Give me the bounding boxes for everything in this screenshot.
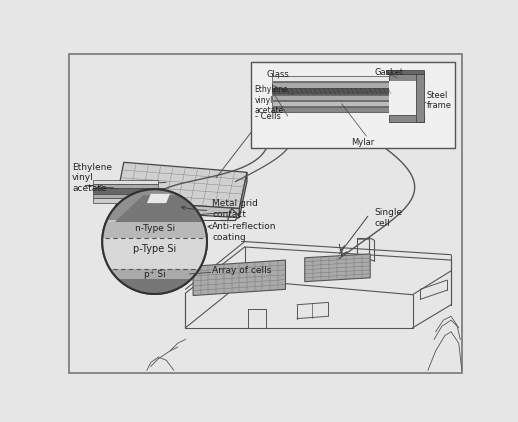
Text: Single
cell: Single cell xyxy=(374,208,402,228)
Bar xyxy=(272,82,390,88)
Bar xyxy=(93,180,159,184)
Bar xyxy=(272,76,390,81)
Bar xyxy=(390,73,424,81)
Bar xyxy=(93,184,159,188)
Polygon shape xyxy=(102,195,207,234)
Text: Ethylene
vinyl
acetate: Ethylene vinyl acetate xyxy=(255,85,289,115)
Polygon shape xyxy=(305,254,370,281)
Bar xyxy=(93,198,159,203)
Text: Mylar: Mylar xyxy=(351,138,374,147)
Polygon shape xyxy=(116,201,239,218)
Bar xyxy=(102,268,207,294)
Bar xyxy=(385,70,424,74)
Text: Metal grid
contact: Metal grid contact xyxy=(181,199,258,219)
Bar xyxy=(416,73,424,122)
Text: Anti-reflection
coating: Anti-reflection coating xyxy=(208,222,277,242)
Text: p-Type Si: p-Type Si xyxy=(133,243,176,254)
Bar xyxy=(272,101,390,106)
Bar xyxy=(251,62,455,149)
Polygon shape xyxy=(102,189,207,242)
Text: n-Type Si: n-Type Si xyxy=(135,224,175,233)
Text: Array of cells: Array of cells xyxy=(212,266,272,276)
Text: p⁺ Si: p⁺ Si xyxy=(143,270,165,279)
Polygon shape xyxy=(147,194,170,203)
Polygon shape xyxy=(193,260,285,295)
Text: - Cells: - Cells xyxy=(255,112,281,121)
Bar xyxy=(93,194,159,198)
Bar xyxy=(272,95,390,100)
Bar xyxy=(102,279,207,294)
Polygon shape xyxy=(239,172,247,218)
Text: Gasket: Gasket xyxy=(375,68,404,77)
Circle shape xyxy=(102,189,207,294)
Bar xyxy=(102,222,207,238)
Bar xyxy=(390,81,416,114)
Bar xyxy=(102,238,207,268)
Bar xyxy=(272,88,390,94)
Bar xyxy=(390,114,424,122)
Text: Steel
frame: Steel frame xyxy=(426,91,451,111)
Bar xyxy=(93,188,159,194)
Polygon shape xyxy=(116,162,247,208)
Text: Ethylene
vinyl
acetate: Ethylene vinyl acetate xyxy=(72,163,112,192)
Bar xyxy=(272,107,390,112)
Text: Glass: Glass xyxy=(266,70,289,79)
